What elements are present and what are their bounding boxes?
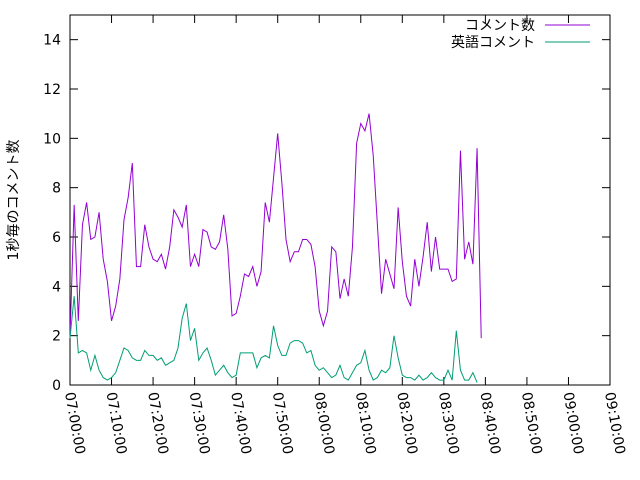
y-tick-label: 2 [52,329,61,345]
y-tick-label: 14 [43,33,61,49]
x-tick-label: 08:30:00 [435,391,462,456]
legend-label: 英語コメント [451,34,535,51]
x-tick-label: 08:10:00 [352,391,379,456]
x-tick-label: 08:40:00 [476,391,503,456]
x-tick-label: 09:00:00 [560,391,587,456]
x-tick-label: 08:50:00 [518,391,545,456]
x-tick-label: 07:10:00 [103,391,130,456]
y-tick-label: 6 [52,230,61,246]
x-tick-label: 09:10:00 [601,391,628,456]
plot-frame [69,14,611,386]
series-line-1 [69,113,482,339]
y-axis: 0 2 4 6 8 10 12 14 [43,33,610,394]
y-tick-label: 8 [52,181,61,197]
y-tick-label: 12 [43,82,61,98]
x-tick-label: 08:00:00 [310,391,337,456]
y-axis-label: 1秒毎のコメント数 [6,140,22,261]
legend-label: コメント数 [465,18,535,34]
x-tick-label: 07:30:00 [186,391,213,456]
series-line-2 [69,296,478,383]
x-tick-label: 07:40:00 [227,391,254,456]
y-tick-label: 10 [43,131,61,147]
x-tick-label: 07:50:00 [269,391,296,456]
x-tick-label: 07:00:00 [61,391,88,456]
x-axis: 07:00:00 07:10:00 07:20:00 07:30:00 07:40:00… [61,15,628,456]
x-tick-label: 07:20:00 [144,391,171,456]
y-tick-label: 4 [52,279,61,295]
series-group [69,113,482,383]
y-tick-label: 0 [52,378,61,394]
x-tick-label: 08:20:00 [393,391,420,456]
